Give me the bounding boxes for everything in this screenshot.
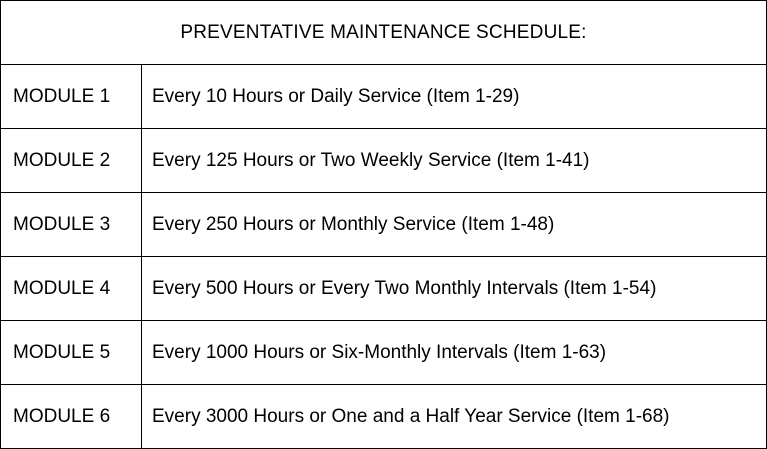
table-row: MODULE 3 Every 250 Hours or Monthly Serv… [0,192,767,257]
module-label: MODULE 1 [0,64,142,129]
table-row: MODULE 4 Every 500 Hours or Every Two Mo… [0,256,767,321]
module-label: MODULE 5 [0,320,142,385]
module-label: MODULE 3 [0,192,142,257]
module-description: Every 125 Hours or Two Weekly Service (I… [141,128,767,193]
module-description: Every 3000 Hours or One and a Half Year … [141,384,767,449]
module-description: Every 250 Hours or Monthly Service (Item… [141,192,767,257]
module-label: MODULE 4 [0,256,142,321]
table-title-row: PREVENTATIVE MAINTENANCE SCHEDULE: [0,0,767,65]
table-title: PREVENTATIVE MAINTENANCE SCHEDULE: [0,0,767,65]
module-label: MODULE 2 [0,128,142,193]
module-description: Every 500 Hours or Every Two Monthly Int… [141,256,767,321]
module-label: MODULE 6 [0,384,142,449]
table-row: MODULE 1 Every 10 Hours or Daily Service… [0,64,767,129]
table-row: MODULE 6 Every 3000 Hours or One and a H… [0,384,767,449]
table-row: MODULE 5 Every 1000 Hours or Six-Monthly… [0,320,767,385]
module-description: Every 10 Hours or Daily Service (Item 1-… [141,64,767,129]
table-row: MODULE 2 Every 125 Hours or Two Weekly S… [0,128,767,193]
module-description: Every 1000 Hours or Six-Monthly Interval… [141,320,767,385]
